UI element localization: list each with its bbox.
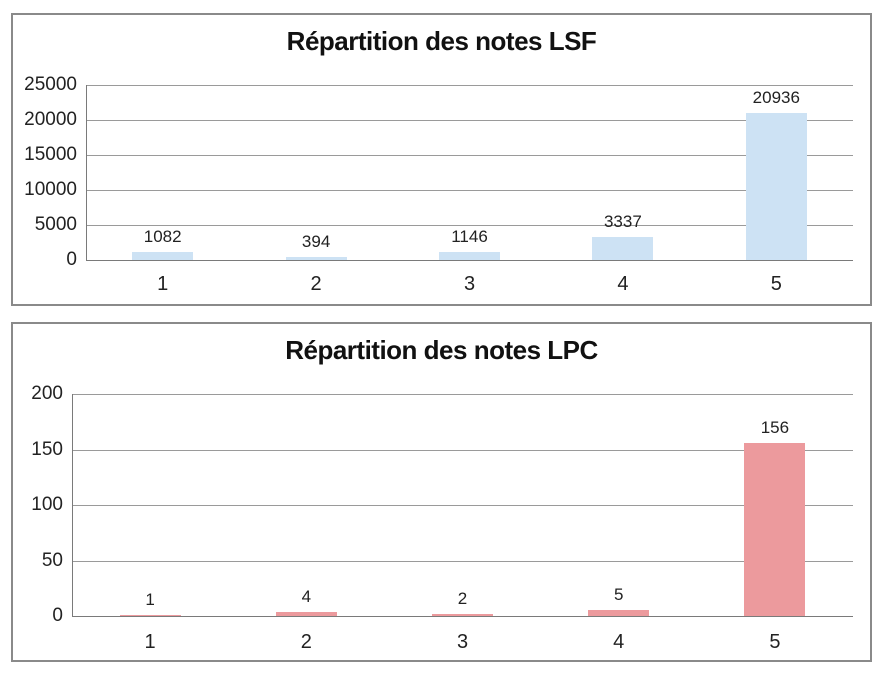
gridline [86,85,853,86]
gridline [86,225,853,226]
bar [588,610,650,616]
category-label: 4 [613,631,625,653]
category-label: 3 [456,631,469,653]
chart-panel-lpc: Répartition des notes LPC 0 50 100 150 200 1 1… [11,322,872,662]
gridline [72,449,853,451]
bar-value-label: 1146 [451,227,488,246]
bar [745,113,807,260]
y-axis-tick-label: 25000 [24,74,77,95]
gridline [72,394,853,395]
bar [744,442,806,616]
category-label: 3 [463,273,476,295]
category-label: 4 [617,273,629,295]
bar-value-label: 20936 [752,88,800,108]
y-axis-tick-label: 0 [52,605,63,626]
category-label: 5 [769,631,781,653]
y-axis-tick-label: 5000 [34,214,77,235]
chart-title-lsf: Répartition des notes LSF [286,26,597,56]
bar [592,236,654,260]
bar-value-label: 5 [613,585,624,605]
category-label: 2 [300,631,312,653]
chart-panel-lsf: Répartition des notes LSF 0 5000 10000 1500… [11,13,872,306]
x-axis-line [86,260,853,261]
bar-value-label: 394 [301,232,331,252]
category-label: 5 [770,273,782,295]
y-axis-tick-label: 50 [41,549,63,571]
y-axis-tick-label: 10000 [24,179,77,200]
bar-value-label: 156 [760,417,790,437]
gridline [72,560,853,562]
gridline [72,505,853,506]
category-label: 1 [157,273,169,295]
y-axis-tick-label: 20000 [24,109,77,130]
bar [132,252,194,260]
gridline [86,190,853,191]
bar [285,257,347,260]
y-axis-tick-label: 150 [31,438,63,460]
bar [439,252,500,260]
bar-value-label: 4 [301,586,312,606]
category-label: 2 [310,273,322,295]
bar-value-label: 3337 [603,211,642,231]
y-axis-tick-label: 100 [31,494,63,515]
bar-value-label: 1082 [143,227,182,247]
y-axis-line [72,394,73,616]
y-axis-tick-label: 15000 [24,144,77,165]
y-axis-tick-label: 200 [31,383,63,404]
x-axis-line [72,616,853,617]
gridline [86,120,853,121]
chart-title-lpc: Répartition des notes LPC [285,335,598,365]
gridline [86,155,853,156]
bar [119,614,181,616]
bar-value-label: 1 [145,589,155,609]
bar [432,613,493,616]
bar [275,611,337,616]
bar-value-label: 2 [457,588,468,608]
y-axis-line [86,85,87,260]
y-axis-tick-label: 0 [66,249,77,270]
category-label: 1 [144,631,156,653]
